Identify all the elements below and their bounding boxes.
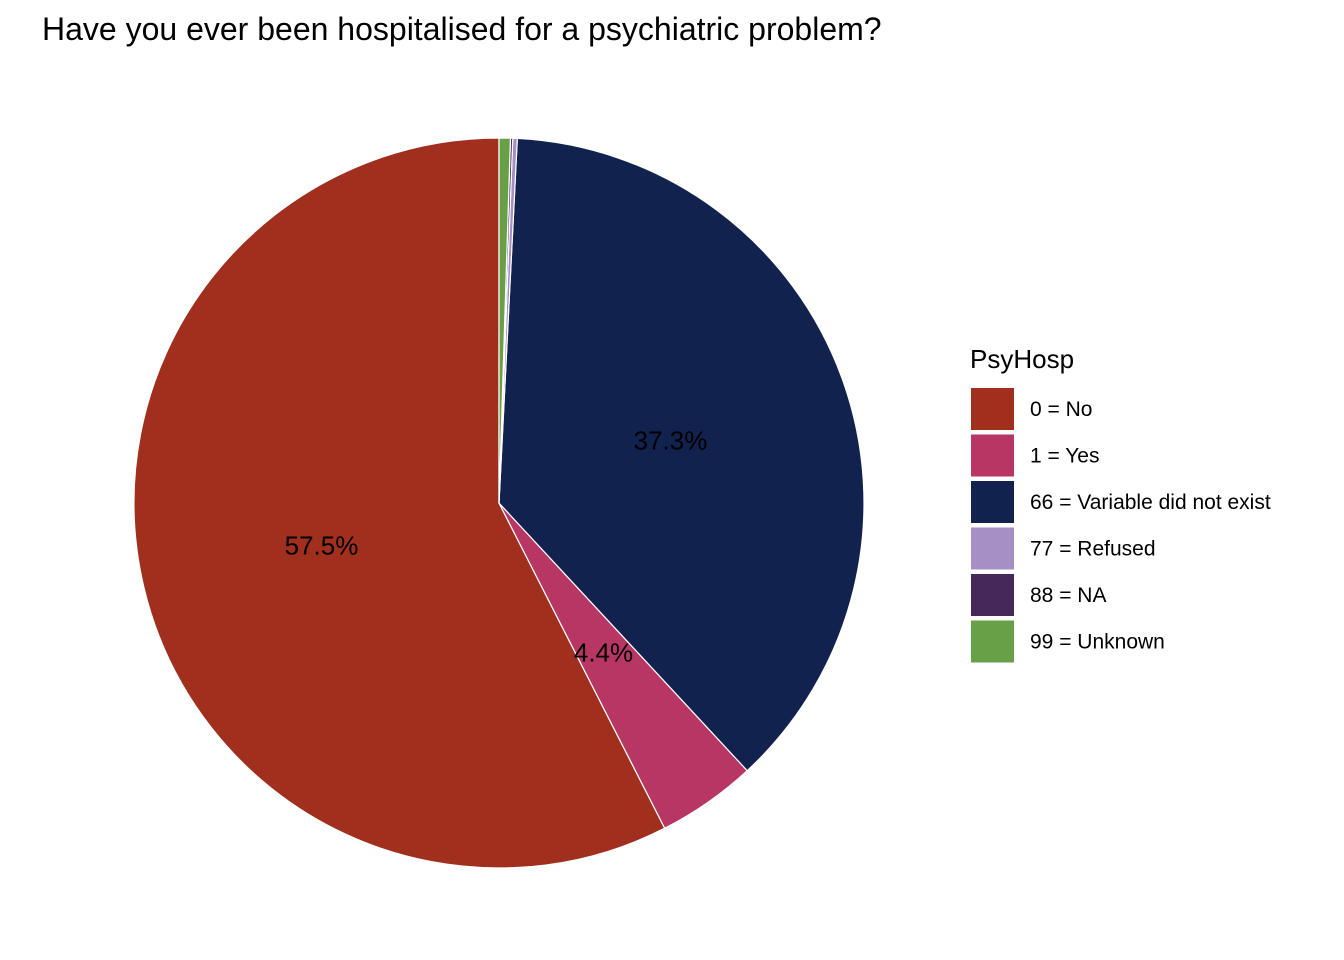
pie-slices (133, 137, 865, 869)
legend-label: 77 = Refused (1030, 538, 1156, 561)
slice-data-label: 57.5% (285, 531, 359, 561)
legend-label: 99 = Unknown (1030, 631, 1165, 654)
legend-label: 0 = No (1030, 398, 1092, 421)
legend-swatch (971, 481, 1014, 523)
legend: PsyHosp 0 = No 1 = Yes 66 = Variable did n… (970, 344, 1271, 663)
legend-swatch (971, 388, 1014, 430)
pie-slice (498, 137, 512, 504)
legend-label: 1 = Yes (1030, 445, 1100, 468)
legend-items: 0 = No 1 = Yes 66 = Variable did not exist… (971, 388, 1271, 663)
legend-swatch (971, 527, 1014, 570)
chart-title: Have you ever been hospitalised for a ps… (42, 11, 882, 47)
slice-data-label: 37.3% (634, 426, 708, 456)
pie-slice (498, 137, 865, 772)
slice-data-label: 4.4% (574, 638, 633, 668)
legend-label: 66 = Variable did not exist (1030, 491, 1271, 514)
pie-slice (133, 137, 666, 869)
legend-swatch (971, 574, 1014, 616)
legend-title: PsyHosp (970, 344, 1074, 374)
legend-label: 88 = NA (1030, 584, 1106, 607)
legend-swatch (971, 434, 1014, 477)
pie-slice-labels: 57.5% 4.4% 37.3% (285, 426, 708, 668)
legend-swatch (971, 620, 1014, 663)
